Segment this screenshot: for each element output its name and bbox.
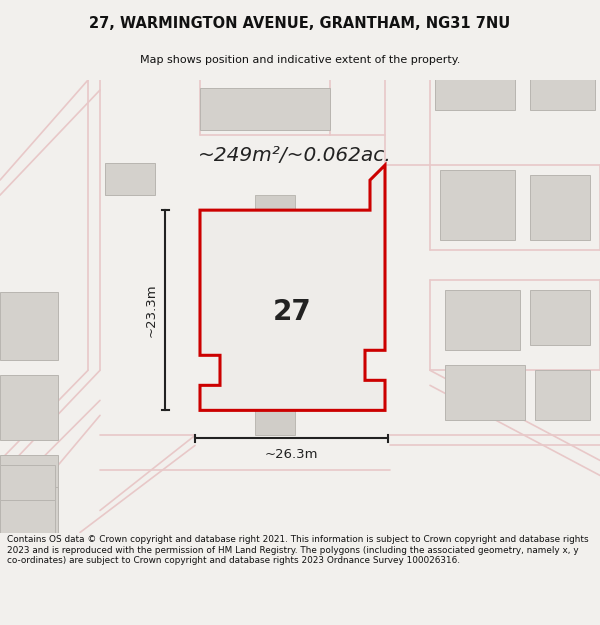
Bar bbox=[0, 292, 58, 360]
Bar bbox=[0, 488, 58, 532]
Text: Contains OS data © Crown copyright and database right 2021. This information is : Contains OS data © Crown copyright and d… bbox=[7, 535, 589, 565]
Bar bbox=[0, 456, 58, 516]
Bar bbox=[445, 290, 520, 350]
Polygon shape bbox=[200, 165, 385, 411]
Text: 27: 27 bbox=[272, 298, 311, 326]
Bar bbox=[445, 366, 525, 421]
Bar bbox=[200, 88, 330, 130]
Text: ~26.3m: ~26.3m bbox=[265, 448, 318, 461]
Bar bbox=[105, 163, 155, 195]
Bar bbox=[435, 55, 515, 110]
Bar bbox=[530, 175, 590, 240]
Text: Map shows position and indicative extent of the property.: Map shows position and indicative extent… bbox=[140, 55, 460, 65]
Text: 27, WARMINGTON AVENUE, GRANTHAM, NG31 7NU: 27, WARMINGTON AVENUE, GRANTHAM, NG31 7N… bbox=[89, 16, 511, 31]
Bar bbox=[530, 55, 595, 110]
Bar bbox=[535, 371, 590, 421]
Bar bbox=[0, 376, 58, 441]
Bar bbox=[0, 492, 55, 532]
Bar bbox=[440, 170, 515, 240]
Text: ~249m²/~0.062ac.: ~249m²/~0.062ac. bbox=[198, 146, 392, 164]
Polygon shape bbox=[255, 195, 295, 436]
Bar bbox=[530, 290, 590, 345]
Bar bbox=[0, 466, 55, 501]
Text: ~23.3m: ~23.3m bbox=[145, 284, 157, 337]
